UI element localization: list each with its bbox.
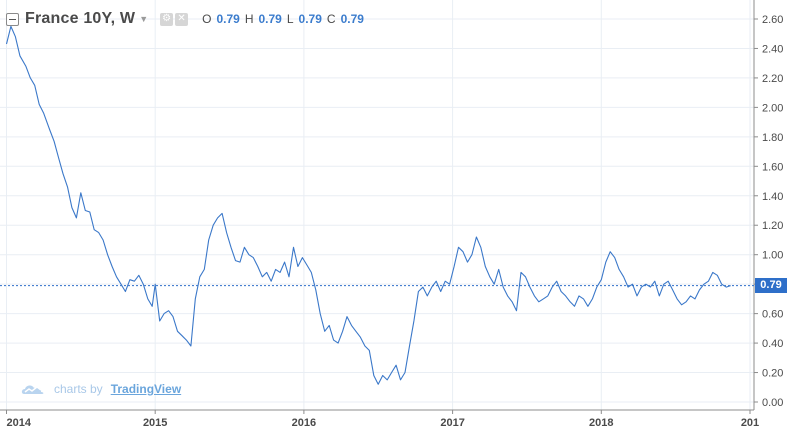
- y-tick-label: 1.40: [762, 191, 783, 203]
- ohlc-high-value: 0.79: [258, 12, 282, 26]
- ohlc-low-key: L: [286, 12, 294, 26]
- plot-area: [0, 0, 754, 410]
- y-tick-label: 1.00: [762, 250, 783, 262]
- y-tick-label: 2.20: [762, 73, 783, 85]
- y-tick-label: 1.60: [762, 161, 783, 173]
- y-tick-label: 0.20: [762, 368, 783, 380]
- series-legend: France 10Y, W ▼ ⚙ ✕ O 0.79 H 0.79 L 0.79…: [6, 8, 364, 30]
- ohlc-open-value: 0.79: [216, 12, 240, 26]
- y-tick-label: 2.40: [762, 43, 783, 55]
- y-tick-label: 0.40: [762, 338, 783, 350]
- collapse-icon[interactable]: [6, 12, 19, 26]
- series-line-0: [5, 25, 731, 385]
- tradingview-cloud-icon: [21, 385, 44, 394]
- x-tick-label: 201: [741, 417, 759, 429]
- ohlc-high-key: H: [244, 12, 254, 26]
- tradingview-link[interactable]: TradingView: [110, 382, 182, 396]
- symbol-title[interactable]: France 10Y, W: [25, 10, 136, 27]
- x-tick-label: 2014: [6, 417, 31, 429]
- x-tick-label: 2018: [589, 417, 613, 429]
- close-icon[interactable]: ✕: [175, 12, 189, 26]
- settings-icon[interactable]: ⚙: [160, 12, 174, 26]
- y-tick-label: 0.00: [762, 397, 783, 409]
- ohlc-open-key: O: [202, 12, 212, 26]
- y-tick-label: 2.60: [762, 14, 783, 26]
- y-tick-label: 2.00: [762, 102, 783, 114]
- x-tick-label: 2017: [440, 417, 464, 429]
- ohlc-close-value: 0.79: [340, 12, 364, 26]
- watermark[interactable]: charts by TradingView: [20, 382, 181, 396]
- x-tick-label: 2015: [143, 417, 167, 429]
- caret-down-icon[interactable]: ▼: [139, 14, 149, 24]
- last-price-label: 0.79: [755, 277, 787, 293]
- ohlc-values: O 0.79 H 0.79 L 0.79 C 0.79: [202, 12, 364, 26]
- watermark-text: charts by: [54, 382, 103, 396]
- legend-tools: ⚙ ✕: [160, 12, 189, 26]
- ohlc-close-key: C: [326, 12, 336, 26]
- x-tick-label: 2016: [292, 417, 316, 429]
- y-tick-label: 1.20: [762, 220, 783, 232]
- y-tick-label: 1.80: [762, 132, 783, 144]
- ohlc-low-value: 0.79: [298, 12, 322, 26]
- y-tick-label: 0.60: [762, 309, 783, 321]
